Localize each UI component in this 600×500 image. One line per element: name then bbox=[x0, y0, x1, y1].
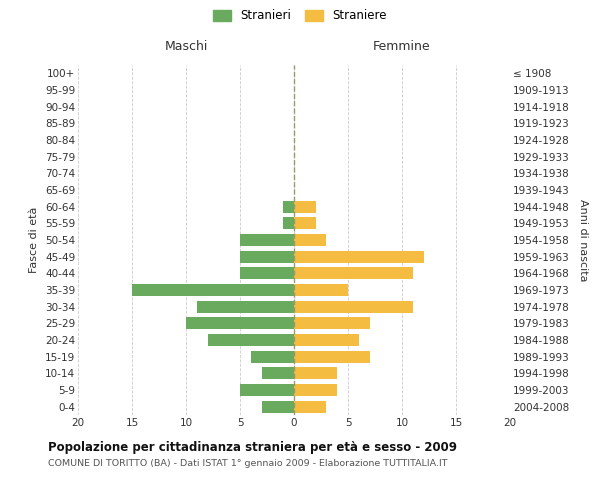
Bar bbox=[294, 218, 316, 230]
Bar bbox=[197, 300, 294, 312]
Bar bbox=[186, 318, 294, 330]
Bar bbox=[262, 368, 294, 380]
Bar bbox=[283, 218, 294, 230]
Bar bbox=[240, 384, 294, 396]
Bar bbox=[294, 284, 348, 296]
Bar bbox=[294, 200, 316, 212]
Bar bbox=[294, 318, 370, 330]
Bar bbox=[251, 350, 294, 362]
Bar bbox=[294, 334, 359, 346]
Text: Maschi: Maschi bbox=[164, 40, 208, 54]
Bar bbox=[294, 268, 413, 280]
Bar bbox=[294, 250, 424, 262]
Bar bbox=[208, 334, 294, 346]
Bar bbox=[283, 200, 294, 212]
Legend: Stranieri, Straniere: Stranieri, Straniere bbox=[211, 7, 389, 24]
Bar bbox=[240, 250, 294, 262]
Text: Popolazione per cittadinanza straniera per età e sesso - 2009: Popolazione per cittadinanza straniera p… bbox=[48, 441, 457, 454]
Bar bbox=[294, 400, 326, 412]
Bar bbox=[294, 234, 326, 246]
Bar bbox=[294, 300, 413, 312]
Y-axis label: Fasce di età: Fasce di età bbox=[29, 207, 40, 273]
Bar bbox=[294, 368, 337, 380]
Bar bbox=[294, 384, 337, 396]
Bar bbox=[294, 350, 370, 362]
Bar bbox=[240, 268, 294, 280]
Text: COMUNE DI TORITTO (BA) - Dati ISTAT 1° gennaio 2009 - Elaborazione TUTTITALIA.IT: COMUNE DI TORITTO (BA) - Dati ISTAT 1° g… bbox=[48, 460, 448, 468]
Bar bbox=[240, 234, 294, 246]
Bar bbox=[262, 400, 294, 412]
Y-axis label: Anni di nascita: Anni di nascita bbox=[578, 198, 588, 281]
Bar bbox=[132, 284, 294, 296]
Text: Femmine: Femmine bbox=[373, 40, 431, 54]
